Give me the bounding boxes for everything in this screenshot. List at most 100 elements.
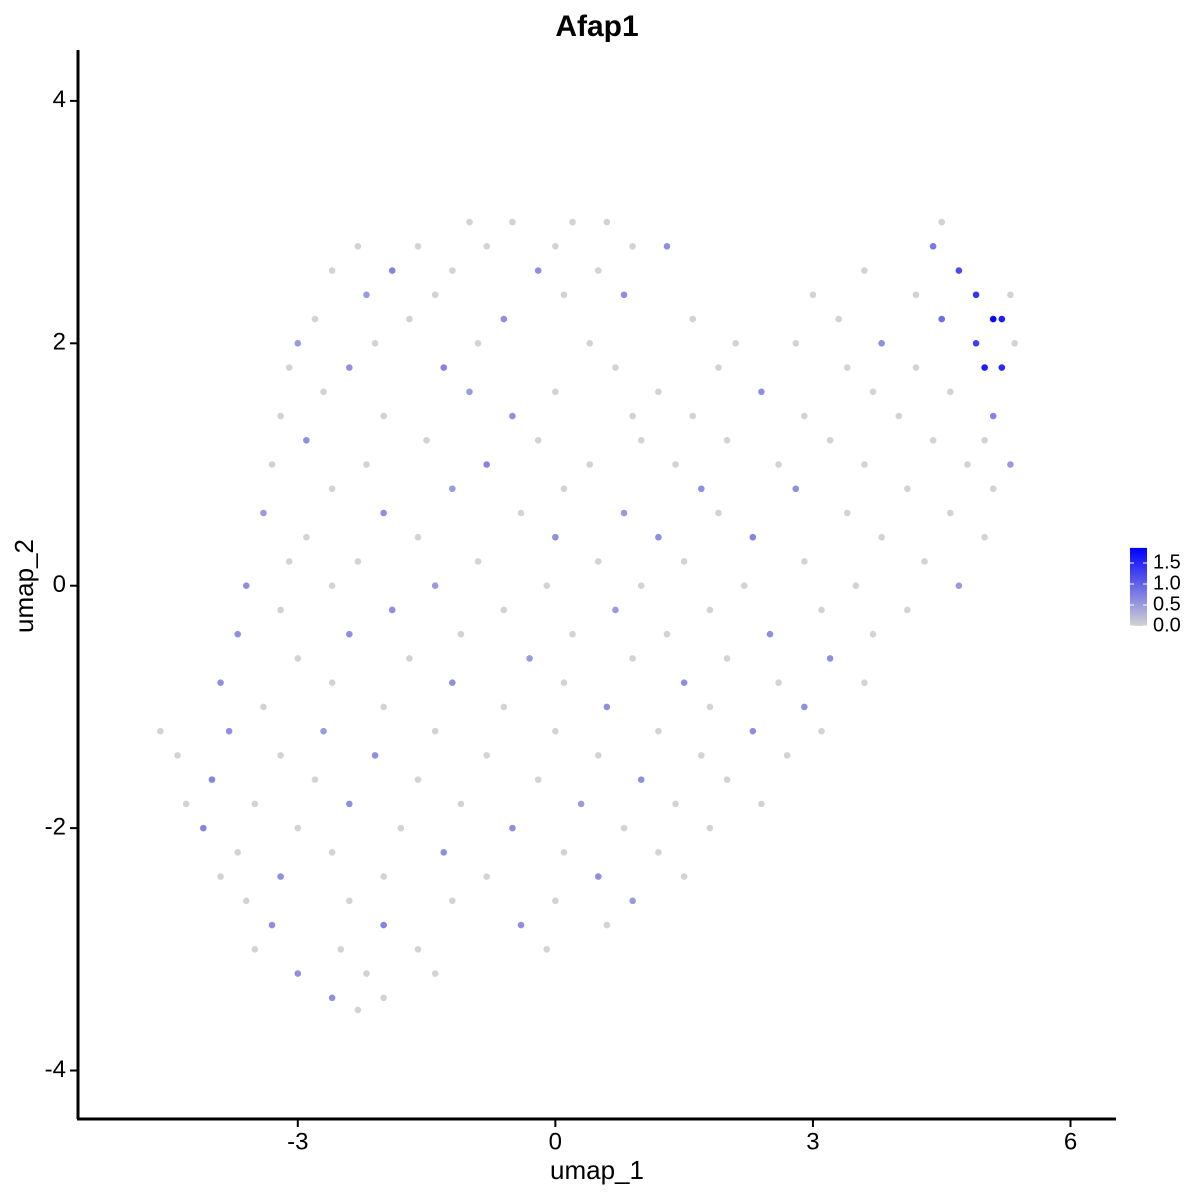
point bbox=[989, 412, 997, 420]
x-tick-label: 0 bbox=[549, 1128, 562, 1155]
point bbox=[998, 364, 1006, 371]
point bbox=[431, 970, 439, 977]
point bbox=[715, 509, 722, 517]
point bbox=[414, 946, 422, 953]
point bbox=[277, 752, 284, 759]
y-axis-label: umap_2 bbox=[9, 539, 39, 633]
x-axis-label: umap_1 bbox=[550, 1155, 644, 1185]
point bbox=[260, 703, 267, 711]
point bbox=[500, 703, 508, 711]
point bbox=[938, 315, 946, 323]
point bbox=[783, 752, 791, 759]
point bbox=[663, 243, 671, 250]
point bbox=[655, 533, 662, 541]
point bbox=[594, 267, 602, 274]
point bbox=[234, 630, 241, 638]
point bbox=[174, 752, 181, 759]
point bbox=[843, 364, 851, 371]
point bbox=[1011, 340, 1018, 347]
point bbox=[380, 703, 387, 711]
point bbox=[277, 412, 284, 420]
point bbox=[689, 412, 697, 420]
point bbox=[354, 243, 362, 250]
point bbox=[560, 849, 568, 856]
point bbox=[380, 994, 387, 1002]
y-tick-label: 4 bbox=[53, 86, 66, 113]
point bbox=[749, 727, 757, 735]
point bbox=[955, 582, 963, 590]
point bbox=[732, 340, 739, 347]
point bbox=[698, 485, 705, 493]
point bbox=[388, 606, 396, 614]
point bbox=[826, 436, 834, 444]
point bbox=[251, 800, 259, 808]
point bbox=[560, 485, 568, 493]
point bbox=[998, 315, 1006, 323]
point bbox=[440, 849, 448, 856]
point bbox=[946, 388, 954, 396]
point bbox=[989, 485, 997, 493]
point bbox=[921, 558, 928, 565]
point bbox=[560, 679, 568, 686]
point bbox=[552, 533, 559, 541]
point bbox=[311, 776, 319, 783]
point bbox=[500, 606, 508, 614]
point bbox=[388, 267, 396, 274]
point bbox=[818, 606, 825, 614]
point bbox=[157, 727, 164, 735]
point bbox=[406, 655, 413, 662]
point bbox=[655, 727, 662, 735]
point bbox=[346, 897, 353, 905]
point bbox=[955, 267, 963, 274]
point bbox=[440, 364, 448, 371]
point bbox=[397, 824, 405, 832]
point bbox=[534, 267, 542, 274]
y-tick-label: -2 bbox=[45, 813, 66, 840]
x-tick-label: -3 bbox=[287, 1128, 308, 1155]
point bbox=[972, 340, 980, 347]
point bbox=[861, 267, 868, 274]
point bbox=[509, 824, 516, 832]
point bbox=[775, 679, 782, 686]
point bbox=[268, 461, 276, 468]
point bbox=[929, 243, 937, 250]
point bbox=[758, 800, 765, 808]
point bbox=[603, 703, 611, 711]
point bbox=[260, 509, 267, 517]
point bbox=[569, 218, 576, 226]
point bbox=[303, 436, 310, 444]
point bbox=[637, 436, 645, 444]
point bbox=[826, 655, 834, 662]
point bbox=[414, 533, 422, 541]
point bbox=[371, 340, 379, 347]
point bbox=[801, 412, 808, 420]
point bbox=[337, 946, 345, 953]
point bbox=[801, 703, 808, 711]
point bbox=[466, 388, 473, 396]
point bbox=[594, 752, 602, 759]
point bbox=[629, 655, 636, 662]
point bbox=[586, 461, 594, 468]
point bbox=[414, 776, 422, 783]
point bbox=[706, 703, 714, 711]
point bbox=[629, 412, 636, 420]
chart-title: Afap1 bbox=[555, 10, 638, 43]
x-tick-label: 6 bbox=[1064, 1128, 1077, 1155]
point bbox=[277, 873, 284, 880]
point bbox=[431, 727, 439, 735]
point bbox=[268, 921, 276, 929]
point bbox=[466, 218, 473, 226]
point bbox=[663, 630, 671, 638]
point bbox=[852, 582, 860, 590]
point bbox=[981, 436, 988, 444]
y-tick-label: 2 bbox=[53, 329, 66, 356]
point bbox=[680, 558, 688, 565]
point bbox=[740, 582, 748, 590]
point bbox=[483, 873, 490, 880]
point bbox=[543, 946, 551, 953]
color-tick-label: 1.0 bbox=[1153, 572, 1181, 594]
point bbox=[946, 509, 954, 517]
point bbox=[346, 364, 353, 371]
point bbox=[629, 897, 636, 905]
